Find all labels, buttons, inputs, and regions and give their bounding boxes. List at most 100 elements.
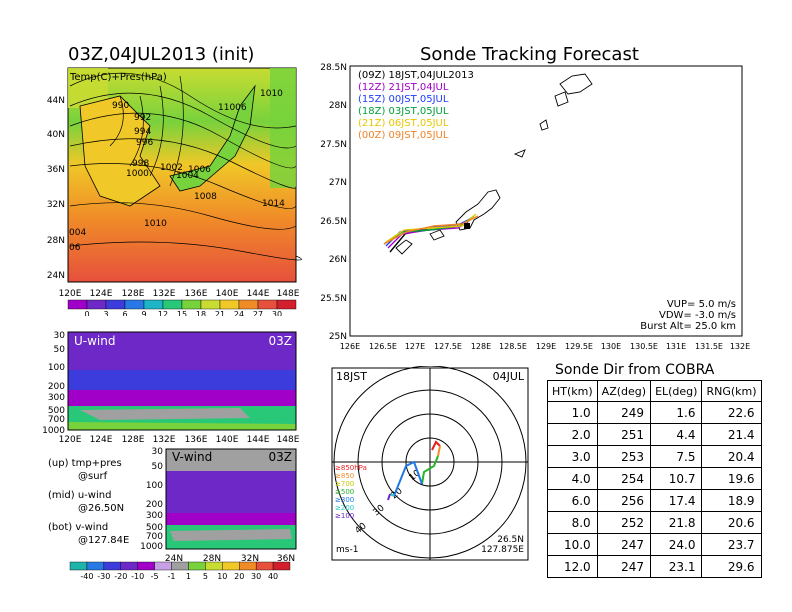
pres-tick: 30 (152, 447, 164, 457)
polar-location-lon: 127.875E (481, 545, 524, 555)
isobar-label: 1014 (262, 199, 285, 209)
colorbar-swatch (238, 299, 259, 310)
colorbar-swatch (219, 299, 240, 310)
colorbar-swatch (86, 561, 105, 571)
pres-tick: 700 (48, 415, 65, 425)
lon-tick: 132E (730, 342, 750, 351)
cobra-cell: 20.4 (701, 445, 762, 468)
level-legend-item: ≥200 (335, 504, 354, 512)
cobra-cell: 252 (596, 511, 652, 534)
cobra-cell: 29.6 (701, 555, 762, 578)
lon-tick: 148E (277, 435, 300, 445)
map-lat-ticks: 44N 40N 36N 32N 28N 24N (47, 96, 65, 281)
map-title: 03Z,04JUL2013 (init) (68, 44, 255, 65)
colorbar-tick: -40 (80, 572, 93, 581)
forecast-lon-ticks: 126E 126.5E 127E 127.5E 128E 128.5E 129E… (340, 342, 750, 351)
forecast-lat-ticks: 28.5N 28N 27.5N 27N 26.5N 26N 25.5N 25N (320, 63, 347, 342)
pres-tick: 300 (146, 511, 163, 521)
uwind-panel: U-wind 03Z 30 50 100 200 300 500 700 100… (42, 331, 300, 445)
cobra-cell: 10.7 (650, 467, 703, 490)
cobra-cell: 10.0 (547, 533, 598, 556)
vdw-param: VDW= -3.0 m/s (659, 310, 736, 321)
lon-tick: 131.5E (695, 342, 723, 351)
colorbar-swatch (120, 561, 138, 571)
colorbar-swatch (222, 561, 240, 571)
polar-panel: 10 20 30 40 18JST 04JUL ≥850hPa ≥850 ≥70… (331, 366, 529, 561)
polar-location-lat: 26.5N (497, 535, 524, 545)
lat-tick: 27N (329, 178, 347, 188)
legend-line-2: @surf (78, 471, 108, 482)
cobra-cell: 4.4 (650, 423, 703, 446)
colorbar-tick: 15 (177, 310, 187, 316)
launch-legend-item: (21Z) 06JST,05JUL (358, 118, 449, 129)
cobra-cell: 6.0 (547, 489, 598, 512)
colorbar-tick: 5 (203, 572, 208, 581)
colorbar-swatch (137, 561, 155, 571)
islands (395, 73, 593, 255)
lon-tick: 128E (122, 289, 145, 299)
cobra-cell: 1.0 (547, 401, 598, 424)
lat-tick: 26.5N (320, 217, 347, 227)
hodo-segment (393, 460, 423, 497)
lon-tick: 120E (59, 289, 82, 299)
launch-legend-item: (12Z) 21JST,04JUL (358, 82, 449, 93)
lon-tick: 129.5E (565, 342, 593, 351)
polar-units: ms-1 (336, 545, 358, 555)
surface-map: 1010 990 992 994 996 998 1000 1002 1004 … (47, 67, 302, 316)
lat-tick: 24N (165, 554, 183, 564)
lat-tick: 40N (47, 130, 65, 140)
colorbar-swatch (86, 299, 107, 310)
launch-legend-item: (00Z) 09JST,05JUL (358, 130, 449, 141)
colorbar-swatch (200, 299, 221, 310)
colorbar-swatch (143, 299, 164, 310)
forecast-map: (09Z) 18JST,04JUL2013 (12Z) 21JST,04JUL … (320, 63, 750, 351)
colorbar-tick: 27 (253, 310, 263, 316)
cobra-cell: 3.0 (547, 445, 598, 468)
cobra-header-row: HT(km) AZ(deg) EL(deg) RNG(km) (547, 380, 762, 402)
cobra-cell: 8.0 (547, 511, 598, 534)
cobra-cell: 249 (596, 401, 652, 424)
cobra-cell: 254 (596, 467, 652, 490)
hodograph (387, 440, 441, 501)
cobra-cell: 253 (596, 445, 652, 468)
pres-tick: 500 (146, 523, 163, 533)
cobra-cell: 21.8 (650, 511, 703, 534)
pres-tick: 200 (146, 500, 163, 510)
colorbar-tick: 3 (103, 310, 108, 316)
level-legend-item: ≥500 (335, 488, 354, 496)
colorbar-swatch (162, 299, 183, 310)
colorbar-tick: 24 (234, 310, 244, 316)
lon-tick: 140E (216, 289, 239, 299)
burst-param: Burst Alt= 25.0 km (640, 321, 736, 332)
pres-tick: 300 (48, 393, 65, 403)
isobar-labels: 1010 990 992 994 996 998 1000 1002 1004 … (69, 89, 285, 253)
vwind-time: 03Z (269, 450, 293, 464)
isobar-label: 06 (69, 243, 81, 253)
cobra-header-ht: HT(km) (547, 380, 598, 402)
map-field-label: Temp(C)+Pres(hPa) (69, 72, 167, 83)
colorbar-swatch (272, 561, 291, 571)
hodo-segment (387, 493, 391, 501)
colorbar-swatch (124, 299, 145, 310)
level-legend-item: ≥850 (335, 472, 354, 480)
colorbar-tick: 12 (158, 310, 168, 316)
colorbar-swatch (171, 561, 189, 571)
cobra-row: 1.0 249 1.6 22.6 (547, 401, 762, 424)
wind-colorbar-labels: -40 -30 -20 -10 -5 -1 1 5 10 20 30 40 (80, 572, 278, 581)
hodo-segment (431, 440, 441, 451)
cobra-table-body: 1.0 249 1.6 22.6 2.0 251 4.4 21.4 3.0 253 7.5 20.4 4… (547, 401, 762, 578)
isobars (69, 72, 302, 261)
lat-tick: 24N (47, 271, 65, 281)
vwind-lat-ticks: 24N 28N 32N 36N (165, 554, 295, 564)
legend-line-5: (bot) v-wind (48, 522, 109, 533)
isobar-label: 994 (134, 127, 151, 137)
cobra-row: 12.0 247 23.1 29.6 (547, 555, 762, 578)
cobra-cell: 19.6 (701, 467, 762, 490)
lon-tick: 131E (666, 342, 686, 351)
cobra-cell: 256 (596, 489, 652, 512)
launch-params: VUP= 5.0 m/s VDW= -3.0 m/s Burst Alt= 25… (640, 299, 736, 332)
pres-tick: 50 (54, 345, 66, 355)
lon-tick: 144E (247, 289, 270, 299)
lon-tick: 126.5E (369, 342, 397, 351)
uwind-pres-ticks: 30 50 100 200 300 500 700 1000 (42, 331, 65, 436)
